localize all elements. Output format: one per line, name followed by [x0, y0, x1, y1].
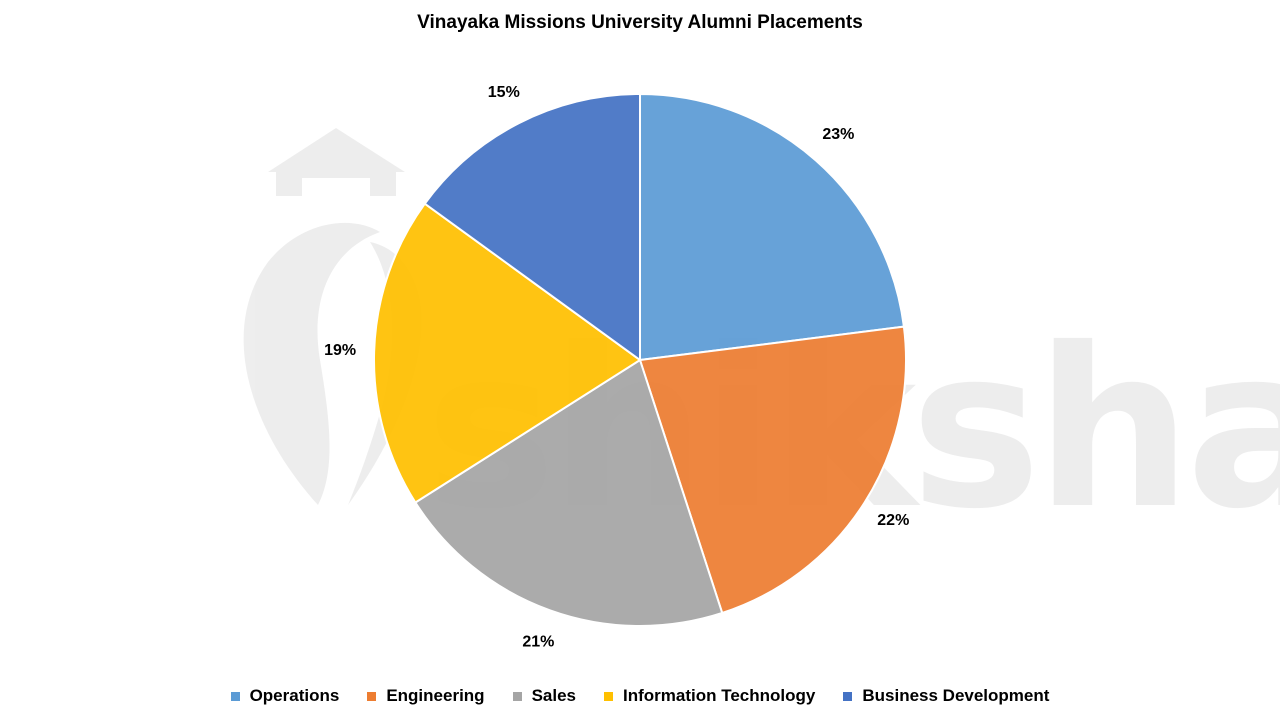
legend-swatch — [512, 691, 522, 701]
pie-slice-business-development — [423, 92, 641, 362]
legend-label: Sales — [531, 686, 576, 705]
slice-label-business-development: 15% — [488, 84, 520, 101]
slice-label-engineering: 22% — [877, 512, 909, 529]
slices — [373, 92, 907, 627]
legend: Operations Engineering Sales Information Te… — [0, 686, 1280, 706]
slice-label-sales: 21% — [522, 633, 554, 650]
legend-label: Engineering — [386, 686, 485, 705]
slice-label-information-technology: 19% — [324, 342, 356, 359]
legend-item-information-technology: Information Technology — [604, 686, 815, 706]
legend-item-business-development: Business Development — [843, 686, 1049, 706]
legend-swatch — [230, 691, 240, 701]
slice-labels: 23% 22% 21% 19% 15% — [324, 84, 909, 651]
pie-slice-information-technology — [373, 202, 642, 504]
legend-item-engineering: Engineering — [367, 686, 485, 706]
pie-slice-operations — [639, 92, 906, 362]
legend-swatch — [843, 691, 853, 701]
pie-slice-engineering — [638, 325, 907, 615]
pie-slice-sales — [414, 358, 724, 627]
watermark-leaf-icon — [243, 222, 380, 505]
chart-title: Vinayaka Missions University Alumni Plac… — [417, 12, 863, 33]
legend-item-operations: Operations — [230, 686, 340, 706]
legend-item-sales: Sales — [512, 686, 576, 706]
legend-swatch — [367, 691, 377, 701]
legend-swatch — [604, 691, 613, 701]
legend-label: Business Development — [862, 686, 1050, 705]
slice-label-operations: 23% — [822, 126, 854, 143]
legend-label: Information Technology — [623, 686, 816, 705]
watermark-cap-icon — [268, 128, 405, 196]
legend-label: Operations — [249, 686, 340, 705]
